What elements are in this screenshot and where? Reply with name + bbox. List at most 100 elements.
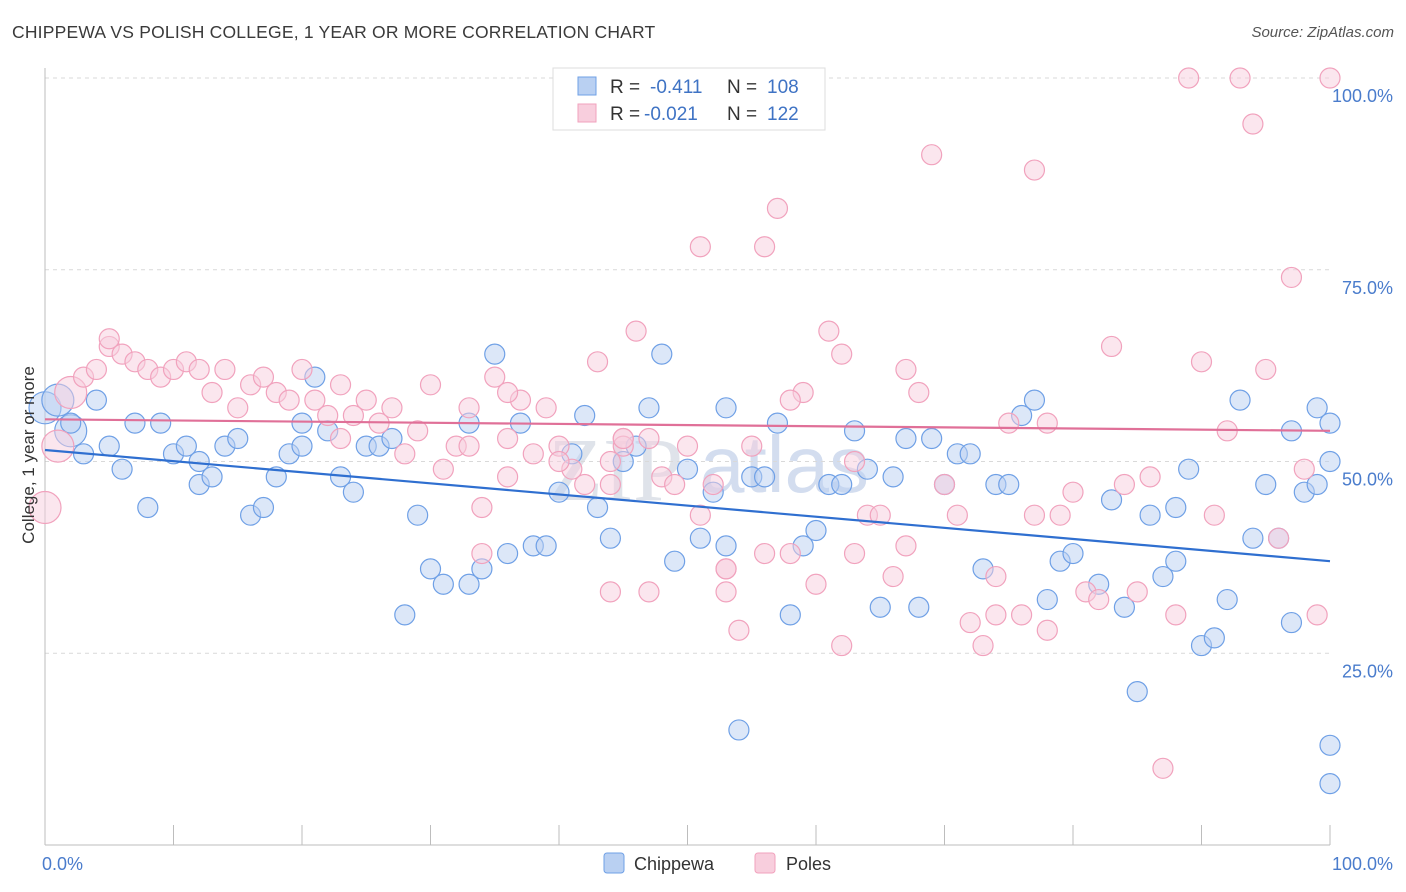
- point-chippewa-39: [497, 542, 519, 565]
- point-chippewa-50: [638, 397, 660, 419]
- point-chippewa-53: [676, 458, 699, 480]
- y-tick-label-2: 75.0%: [1342, 278, 1393, 298]
- point-poles-99: [1293, 458, 1315, 480]
- point-poles-72: [946, 504, 968, 526]
- point-poles-96: [1255, 358, 1277, 381]
- point-poles-53: [702, 473, 724, 496]
- point-chippewa-76: [959, 443, 981, 465]
- point-poles-112: [599, 581, 622, 603]
- point-poles-13: [188, 358, 210, 381]
- point-chippewa-38: [484, 343, 506, 365]
- point-poles-24: [329, 374, 352, 396]
- x-tick-label-end: 100.0%: [1332, 854, 1393, 874]
- point-poles-6: [98, 328, 120, 350]
- point-chippewa-62: [779, 604, 801, 626]
- point-chippewa-107: [1319, 773, 1341, 795]
- point-poles-106: [471, 542, 493, 565]
- point-poles-16: [227, 397, 249, 419]
- point-poles-35: [471, 496, 493, 519]
- point-poles-108: [689, 236, 711, 258]
- point-chippewa-97: [1229, 389, 1251, 411]
- point-poles-98: [1280, 266, 1303, 289]
- point-poles-104: [985, 604, 1007, 626]
- point-chippewa-92: [1165, 496, 1187, 519]
- point-poles-61: [805, 573, 827, 595]
- point-chippewa-58: [728, 719, 750, 741]
- point-chippewa-36: [458, 573, 480, 595]
- legend-r-value-2: -0.021: [644, 104, 698, 125]
- point-poles-69: [908, 381, 930, 404]
- point-poles-18: [252, 366, 275, 388]
- point-poles-117: [548, 450, 570, 473]
- point-poles-100: [1306, 604, 1328, 626]
- point-poles-57: [753, 542, 776, 565]
- point-chippewa-51: [651, 343, 673, 365]
- point-chippewa-79: [998, 473, 1020, 496]
- point-poles-97: [1267, 527, 1290, 549]
- bottom-legend-label-poles: Poles: [786, 854, 831, 874]
- point-chippewa-6: [98, 435, 120, 457]
- point-poles-102: [1023, 504, 1046, 526]
- point-poles-64: [843, 450, 866, 473]
- point-poles-122: [458, 435, 480, 457]
- point-chippewa-5: [85, 389, 108, 411]
- point-chippewa-45: [574, 404, 596, 427]
- point-poles-81: [1062, 481, 1084, 503]
- trend-line-chippewa: [44, 448, 1331, 563]
- point-poles-15: [214, 358, 236, 381]
- point-poles-36: [484, 366, 506, 388]
- point-poles-77: [1010, 604, 1033, 626]
- data-points: [28, 67, 1341, 795]
- point-poles-74: [972, 634, 994, 657]
- point-chippewa-31: [394, 604, 416, 626]
- point-poles-1: [41, 429, 75, 463]
- point-poles-85: [1113, 473, 1136, 496]
- point-chippewa-104: [1306, 473, 1328, 496]
- point-chippewa-9: [137, 496, 159, 519]
- legend-box: R = -0.411 N = 108 R = -0.021 N = 122: [552, 67, 826, 131]
- point-chippewa-71: [895, 427, 917, 450]
- bottom-legend-swatch-poles: [754, 852, 776, 874]
- point-poles-67: [882, 565, 904, 588]
- legend-r-label-1: R =: [610, 77, 640, 98]
- point-poles-22: [304, 389, 326, 411]
- point-poles-48: [638, 427, 660, 450]
- point-poles-101: [1319, 67, 1341, 89]
- bottom-legend-label-chippewa: Chippewa: [634, 854, 715, 874]
- point-poles-71: [933, 473, 956, 496]
- point-chippewa-95: [1203, 627, 1225, 649]
- point-poles-39: [522, 443, 544, 465]
- point-chippewa-70: [882, 466, 904, 488]
- point-chippewa-87: [1113, 596, 1136, 618]
- y-tick-label-3: 100.0%: [1332, 86, 1393, 106]
- trend-line-poles: [44, 418, 1331, 432]
- point-poles-0: [28, 490, 62, 525]
- point-poles-4: [85, 358, 108, 381]
- point-chippewa-52: [664, 550, 686, 572]
- point-poles-28: [381, 397, 403, 419]
- point-chippewa-47: [599, 527, 622, 549]
- point-poles-111: [638, 581, 660, 603]
- point-poles-45: [599, 473, 622, 496]
- point-poles-50: [664, 473, 686, 496]
- point-chippewa-30: [381, 427, 403, 450]
- point-poles-86: [1126, 581, 1148, 603]
- point-chippewa-81: [1023, 389, 1046, 411]
- y-tick-label-0: 25.0%: [1342, 661, 1393, 681]
- watermark-atlas: atlas: [700, 420, 869, 509]
- point-poles-55: [728, 619, 750, 641]
- point-poles-31: [419, 374, 442, 396]
- point-chippewa-8: [124, 412, 146, 434]
- point-chippewa-10: [150, 412, 172, 434]
- point-poles-116: [329, 427, 352, 450]
- point-chippewa-89: [1139, 504, 1161, 526]
- y-tick-label-1: 50.0%: [1342, 470, 1393, 490]
- point-chippewa-106: [1319, 734, 1341, 756]
- point-chippewa-108: [1319, 450, 1341, 473]
- point-poles-121: [599, 450, 622, 473]
- point-chippewa-46: [586, 496, 609, 519]
- point-poles-79: [1036, 412, 1058, 434]
- point-poles-66: [869, 504, 891, 526]
- point-chippewa-67: [843, 420, 866, 442]
- point-poles-34: [458, 397, 480, 419]
